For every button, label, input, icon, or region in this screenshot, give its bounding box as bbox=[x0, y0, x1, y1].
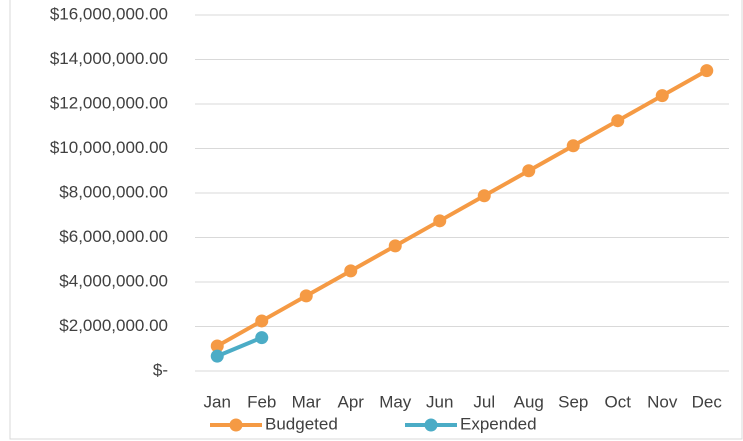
x-tick-label: Jun bbox=[426, 392, 453, 411]
x-tick-label: Oct bbox=[605, 392, 632, 411]
data-point bbox=[611, 114, 625, 128]
y-tick-label: $14,000,000.00 bbox=[50, 49, 168, 68]
data-point bbox=[388, 239, 402, 253]
legend-marker bbox=[424, 418, 438, 432]
x-tick-label: Sep bbox=[558, 392, 588, 411]
y-tick-label: $16,000,000.00 bbox=[50, 4, 168, 23]
y-tick-label: $10,000,000.00 bbox=[50, 138, 168, 157]
data-point bbox=[210, 339, 224, 353]
x-tick-label: Feb bbox=[247, 392, 276, 411]
x-tick-label: May bbox=[379, 392, 412, 411]
data-point bbox=[700, 64, 714, 78]
y-tick-label: $8,000,000.00 bbox=[59, 182, 168, 201]
y-tick-label: $12,000,000.00 bbox=[50, 93, 168, 112]
data-point bbox=[299, 289, 313, 303]
x-tick-label: Nov bbox=[647, 392, 678, 411]
x-tick-label: Aug bbox=[514, 392, 544, 411]
series-line bbox=[216, 335, 263, 358]
chart-frame bbox=[9, 0, 743, 440]
data-point bbox=[210, 349, 224, 363]
y-tick-label: $4,000,000.00 bbox=[59, 271, 168, 290]
data-point bbox=[344, 264, 358, 278]
x-tick-label: Mar bbox=[292, 392, 322, 411]
data-point bbox=[255, 331, 269, 345]
x-tick-label: Apr bbox=[338, 392, 365, 411]
legend-marker bbox=[229, 418, 243, 432]
legend-label: Expended bbox=[460, 414, 537, 433]
legend-label: Budgeted bbox=[265, 414, 338, 433]
series-line bbox=[216, 68, 708, 348]
data-point bbox=[477, 189, 491, 203]
x-tick-label: Dec bbox=[692, 392, 723, 411]
x-tick-label: Jan bbox=[204, 392, 231, 411]
data-point bbox=[255, 314, 269, 328]
data-point bbox=[522, 164, 536, 178]
data-point bbox=[433, 214, 447, 228]
x-tick-label: Jul bbox=[473, 392, 495, 411]
y-tick-label: $2,000,000.00 bbox=[59, 316, 168, 335]
data-point bbox=[566, 139, 580, 153]
data-point bbox=[655, 89, 669, 103]
y-tick-label: $- bbox=[153, 360, 168, 379]
y-tick-label: $6,000,000.00 bbox=[59, 227, 168, 246]
